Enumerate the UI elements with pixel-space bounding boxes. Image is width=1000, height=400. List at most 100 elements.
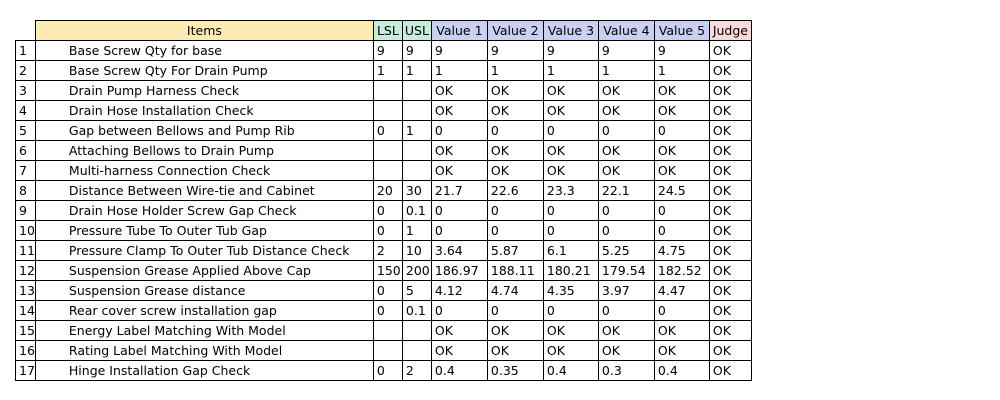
value-2-cell: OK (486, 340, 544, 361)
row-number: 13 (15, 280, 36, 301)
row-number: 4 (15, 100, 36, 121)
item-name: Pressure Tube To Outer Tub Gap (34, 220, 374, 241)
value-5-cell: 0 (653, 200, 710, 221)
lsl-cell: 1 (372, 60, 403, 81)
judge-cell: OK (708, 100, 752, 121)
item-name: Drain Pump Harness Check (34, 80, 374, 101)
value-1-cell: 0 (430, 120, 488, 141)
row-number: 12 (15, 260, 36, 281)
value-4-cell: OK (597, 80, 655, 101)
row-number: 7 (15, 160, 36, 181)
value-3-cell: 23.3 (542, 180, 599, 201)
header-value-3: Value 3 (542, 20, 599, 41)
value-3-cell: 9 (542, 40, 599, 61)
value-3-cell: OK (542, 160, 599, 181)
value-3-cell: 4.35 (542, 280, 599, 301)
table-row: 2 Base Screw Qty For Drain Pump 1 1 1 1 1 1 1 OK (15, 60, 752, 81)
row-number: 9 (15, 200, 36, 221)
table-row: 8 Distance Between Wire-tie and Cabinet 20… (15, 180, 752, 201)
value-3-cell: 1 (542, 60, 599, 81)
value-5-cell: 182.52 (653, 260, 710, 281)
row-number: 17 (15, 360, 36, 381)
value-2-cell: 4.74 (486, 280, 544, 301)
value-4-cell: OK (597, 160, 655, 181)
value-1-cell: OK (430, 160, 488, 181)
row-number: 8 (15, 180, 36, 201)
item-name: Suspension Grease distance (34, 280, 374, 301)
value-2-cell: 0 (486, 300, 544, 321)
value-5-cell: 0.4 (653, 360, 710, 381)
judge-cell: OK (708, 220, 752, 241)
value-3-cell: OK (542, 80, 599, 101)
value-5-cell: OK (653, 340, 710, 361)
value-4-cell: OK (597, 320, 655, 341)
lsl-cell: 20 (372, 180, 403, 201)
value-3-cell: OK (542, 100, 599, 121)
value-3-cell: 0.4 (542, 360, 599, 381)
header-row: Items LSL USL Value 1 Value 2 Value 3 Va… (16, 20, 752, 41)
item-name: Distance Between Wire-tie and Cabinet (34, 180, 374, 201)
value-5-cell: 0 (653, 120, 710, 141)
row-number: 10 (15, 220, 36, 241)
header-items: Items (34, 20, 374, 41)
usl-cell: 10 (401, 240, 432, 261)
value-3-cell: 0 (542, 300, 599, 321)
table-row: 14 Rear cover screw installation gap 0 0.1 0… (15, 300, 752, 321)
value-1-cell: 0 (430, 300, 488, 321)
judge-cell: OK (708, 280, 752, 301)
judge-cell: OK (708, 40, 752, 61)
value-5-cell: 1 (653, 60, 710, 81)
table-row: 6 Attaching Bellows to Drain Pump OK OK OK OK… (15, 140, 752, 161)
header-value-1: Value 1 (430, 20, 488, 41)
value-2-cell: 0 (486, 120, 544, 141)
header-usl: USL (401, 20, 432, 41)
value-4-cell: 9 (597, 40, 655, 61)
table-body: 1 Base Screw Qty for base 9 9 9 9 9 9 9 OK 2 Base S… (15, 40, 752, 381)
table-row: 16 Rating Label Matching With Model OK OK OK… (15, 340, 752, 361)
header-lsl: LSL (372, 20, 403, 41)
item-name: Rating Label Matching With Model (34, 340, 374, 361)
usl-cell: 1 (401, 120, 432, 141)
item-name: Multi-harness Connection Check (34, 160, 374, 181)
lsl-cell: 0 (372, 200, 403, 221)
judge-cell: OK (708, 360, 752, 381)
lsl-cell: 0 (372, 120, 403, 141)
table-row: 9 Drain Hose Holder Screw Gap Check 0 0.1 0 0… (15, 200, 752, 221)
value-3-cell: 0 (542, 120, 599, 141)
row-number: 14 (15, 300, 36, 321)
item-name: Gap between Bellows and Pump Rib (34, 120, 374, 141)
value-2-cell: 1 (486, 60, 544, 81)
lsl-cell: 0 (372, 300, 403, 321)
usl-cell: 5 (401, 280, 432, 301)
value-4-cell: 1 (597, 60, 655, 81)
row-number: 15 (15, 320, 36, 341)
value-3-cell: 180.21 (542, 260, 599, 281)
lsl-cell: 150 (372, 260, 403, 281)
value-1-cell: 3.64 (430, 240, 488, 261)
value-1-cell: OK (430, 140, 488, 161)
judge-cell: OK (708, 320, 752, 341)
judge-cell: OK (708, 160, 752, 181)
value-3-cell: OK (542, 320, 599, 341)
item-name: Attaching Bellows to Drain Pump (34, 140, 374, 161)
lsl-cell: 0 (372, 220, 403, 241)
table-row: 4 Drain Hose Installation Check OK OK OK OK OK… (15, 100, 752, 121)
lsl-cell (372, 140, 403, 161)
usl-cell: 0.1 (401, 200, 432, 221)
header-value-4: Value 4 (597, 20, 655, 41)
usl-cell (401, 340, 432, 361)
lsl-cell (372, 320, 403, 341)
value-5-cell: 4.47 (653, 280, 710, 301)
value-1-cell: OK (430, 100, 488, 121)
value-4-cell: 0.3 (597, 360, 655, 381)
value-1-cell: 0 (430, 200, 488, 221)
value-3-cell: OK (542, 340, 599, 361)
value-3-cell: OK (542, 140, 599, 161)
judge-cell: OK (708, 340, 752, 361)
lsl-cell (372, 100, 403, 121)
judge-cell: OK (708, 240, 752, 261)
value-4-cell: 0 (597, 300, 655, 321)
usl-cell: 2 (401, 360, 432, 381)
header-value-2: Value 2 (486, 20, 544, 41)
value-5-cell: 24.5 (653, 180, 710, 201)
